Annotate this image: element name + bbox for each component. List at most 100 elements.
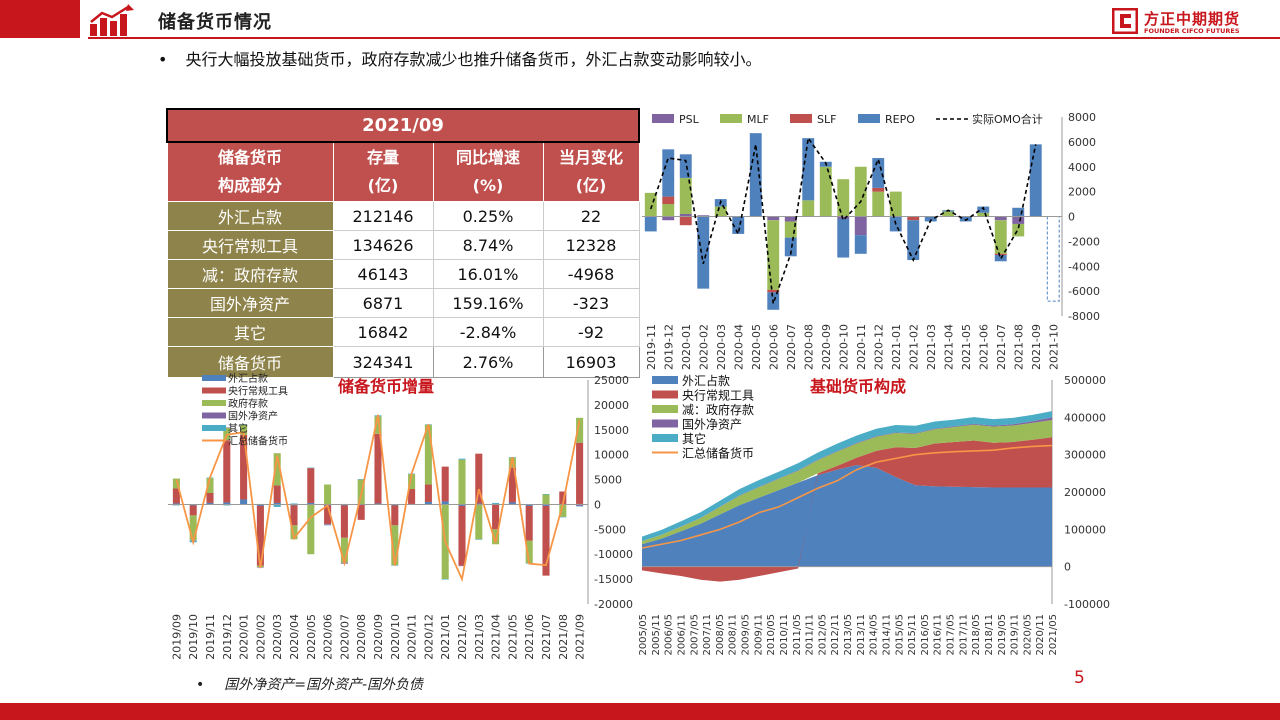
legend-label: 汇总储备货币: [682, 446, 754, 461]
bar-segment: [458, 458, 466, 460]
legend-swatch: [652, 390, 678, 399]
x-tick-label: 2011/05: [792, 614, 803, 656]
x-tick-label: 2020-02: [697, 324, 710, 370]
bar-segment: [189, 515, 197, 541]
area-series: [642, 419, 1052, 545]
table-header-stock: 存量 (亿): [332, 141, 434, 202]
x-tick-label: 2020/09: [372, 614, 385, 660]
legend-label: SLF: [817, 113, 836, 126]
total-label: 储备货币: [166, 346, 334, 378]
legend-label: 央行常规工具: [228, 385, 288, 398]
bar-segment: [357, 479, 365, 480]
x-tick-label: 2010/11: [779, 614, 790, 656]
x-tick-label: 2008/05: [715, 614, 726, 656]
bar-segment: [172, 488, 180, 504]
legend-label: 减：政府存款: [682, 402, 754, 417]
row-change: -4968: [542, 259, 640, 289]
x-tick-label: 2021-08: [1012, 324, 1025, 370]
bar-segment: [662, 196, 675, 205]
brand-logo: 方正中期期货 FOUNDER CIFCO FUTURES: [1112, 8, 1258, 36]
series-line: [641, 444, 1053, 549]
bar-segment: [942, 211, 955, 217]
x-tick-label: 2021-04: [942, 324, 955, 370]
bar-segment: [508, 467, 516, 503]
row-stock: 16842: [332, 317, 434, 347]
row-change: -92: [542, 317, 640, 347]
table-row: 外汇占款 212146 0.25% 22: [166, 201, 640, 231]
x-tick-label: 2021/02: [456, 614, 469, 660]
row-change: -323: [542, 288, 640, 318]
row-label: 央行常规工具: [166, 230, 334, 260]
bar-segment: [542, 504, 550, 506]
row-yoy: 0.25%: [432, 201, 544, 231]
row-change: 22: [542, 201, 640, 231]
legend-label: MLF: [747, 113, 769, 126]
total-change: 16903: [542, 346, 640, 378]
legend-swatch: [202, 412, 226, 419]
x-tick-label: 2007/05: [689, 614, 700, 656]
bar-segment: [307, 468, 315, 503]
x-tick-label: 2020-07: [785, 324, 798, 370]
legend-swatch: [652, 114, 674, 123]
x-tick-label: 2021/01: [439, 614, 452, 660]
x-tick-label: 2019/11: [1010, 614, 1021, 656]
total-stock: 324341: [332, 346, 434, 378]
bar-segment: [837, 218, 850, 258]
x-tick-label: 2016/05: [920, 614, 931, 656]
y-tick-label: 100000: [1064, 523, 1106, 536]
bar-segment: [872, 158, 885, 188]
x-tick-label: 2019/10: [187, 614, 200, 660]
bar-segment: [994, 220, 1007, 254]
bar-segment: [240, 424, 248, 425]
bar-segment: [475, 504, 483, 540]
row-label: 减：政府存款: [166, 259, 334, 289]
legend-label: PSL: [679, 113, 700, 126]
footnote: • 国外净资产=国外资产-国外负债: [196, 674, 423, 694]
bar-segment: [508, 502, 516, 505]
footnote-text: 国外净资产=国外资产-国外负债: [224, 677, 424, 693]
x-tick-label: 2013/11: [856, 614, 867, 656]
bar-segment: [662, 216, 675, 221]
x-tick-label: 2019/09: [170, 614, 183, 660]
y-tick-label: 15000: [594, 424, 629, 437]
y-tick-label: 5000: [594, 474, 622, 487]
x-tick-label: 2021-09: [1030, 324, 1043, 370]
x-tick-label: 2020/08: [355, 614, 368, 660]
bar-segment: [854, 235, 867, 254]
bar-segment: [223, 427, 231, 428]
x-tick-label: 2019-11: [645, 324, 658, 370]
y-tick-label: 6000: [1068, 136, 1096, 149]
y-tick-label: -8000: [1068, 310, 1100, 323]
x-tick-label: 2020-04: [732, 324, 745, 370]
bar-segment: [679, 154, 692, 178]
x-tick-label: 2009/05: [741, 614, 752, 656]
bar-segment: [374, 433, 382, 504]
legend-label: 其它: [228, 422, 248, 435]
x-tick-label: 2021/09: [574, 614, 587, 660]
bar-segment: [714, 206, 727, 217]
x-tick-label: 2020/05: [1022, 614, 1033, 656]
bar-segment: [290, 505, 298, 526]
bar-segment: [994, 216, 1007, 221]
x-tick-label: 2020/03: [271, 614, 284, 660]
x-tick-label: 2018/11: [984, 614, 995, 656]
y-tick-label: 8000: [1068, 111, 1096, 124]
bar-segment: [206, 478, 214, 493]
x-tick-label: 2021/06: [523, 614, 536, 660]
x-tick-label: 2020/06: [322, 614, 335, 660]
bar-segment: [784, 216, 797, 222]
bar-segment: [854, 166, 867, 217]
x-tick-label: 2020-01: [680, 324, 693, 370]
bar-segment: [424, 484, 432, 502]
legend-swatch: [858, 114, 880, 123]
x-tick-label: 2020/01: [238, 614, 251, 660]
y-tick-label: 0: [1064, 561, 1071, 574]
title-underline: [88, 37, 1280, 39]
row-stock: 134626: [332, 230, 434, 260]
y-tick-label: -15000: [594, 573, 633, 586]
bar-segment: [802, 200, 815, 217]
bar-segment: [644, 192, 657, 217]
bar-segment: [223, 440, 231, 503]
legend-swatch: [202, 425, 226, 431]
bar-segment: [273, 502, 281, 505]
